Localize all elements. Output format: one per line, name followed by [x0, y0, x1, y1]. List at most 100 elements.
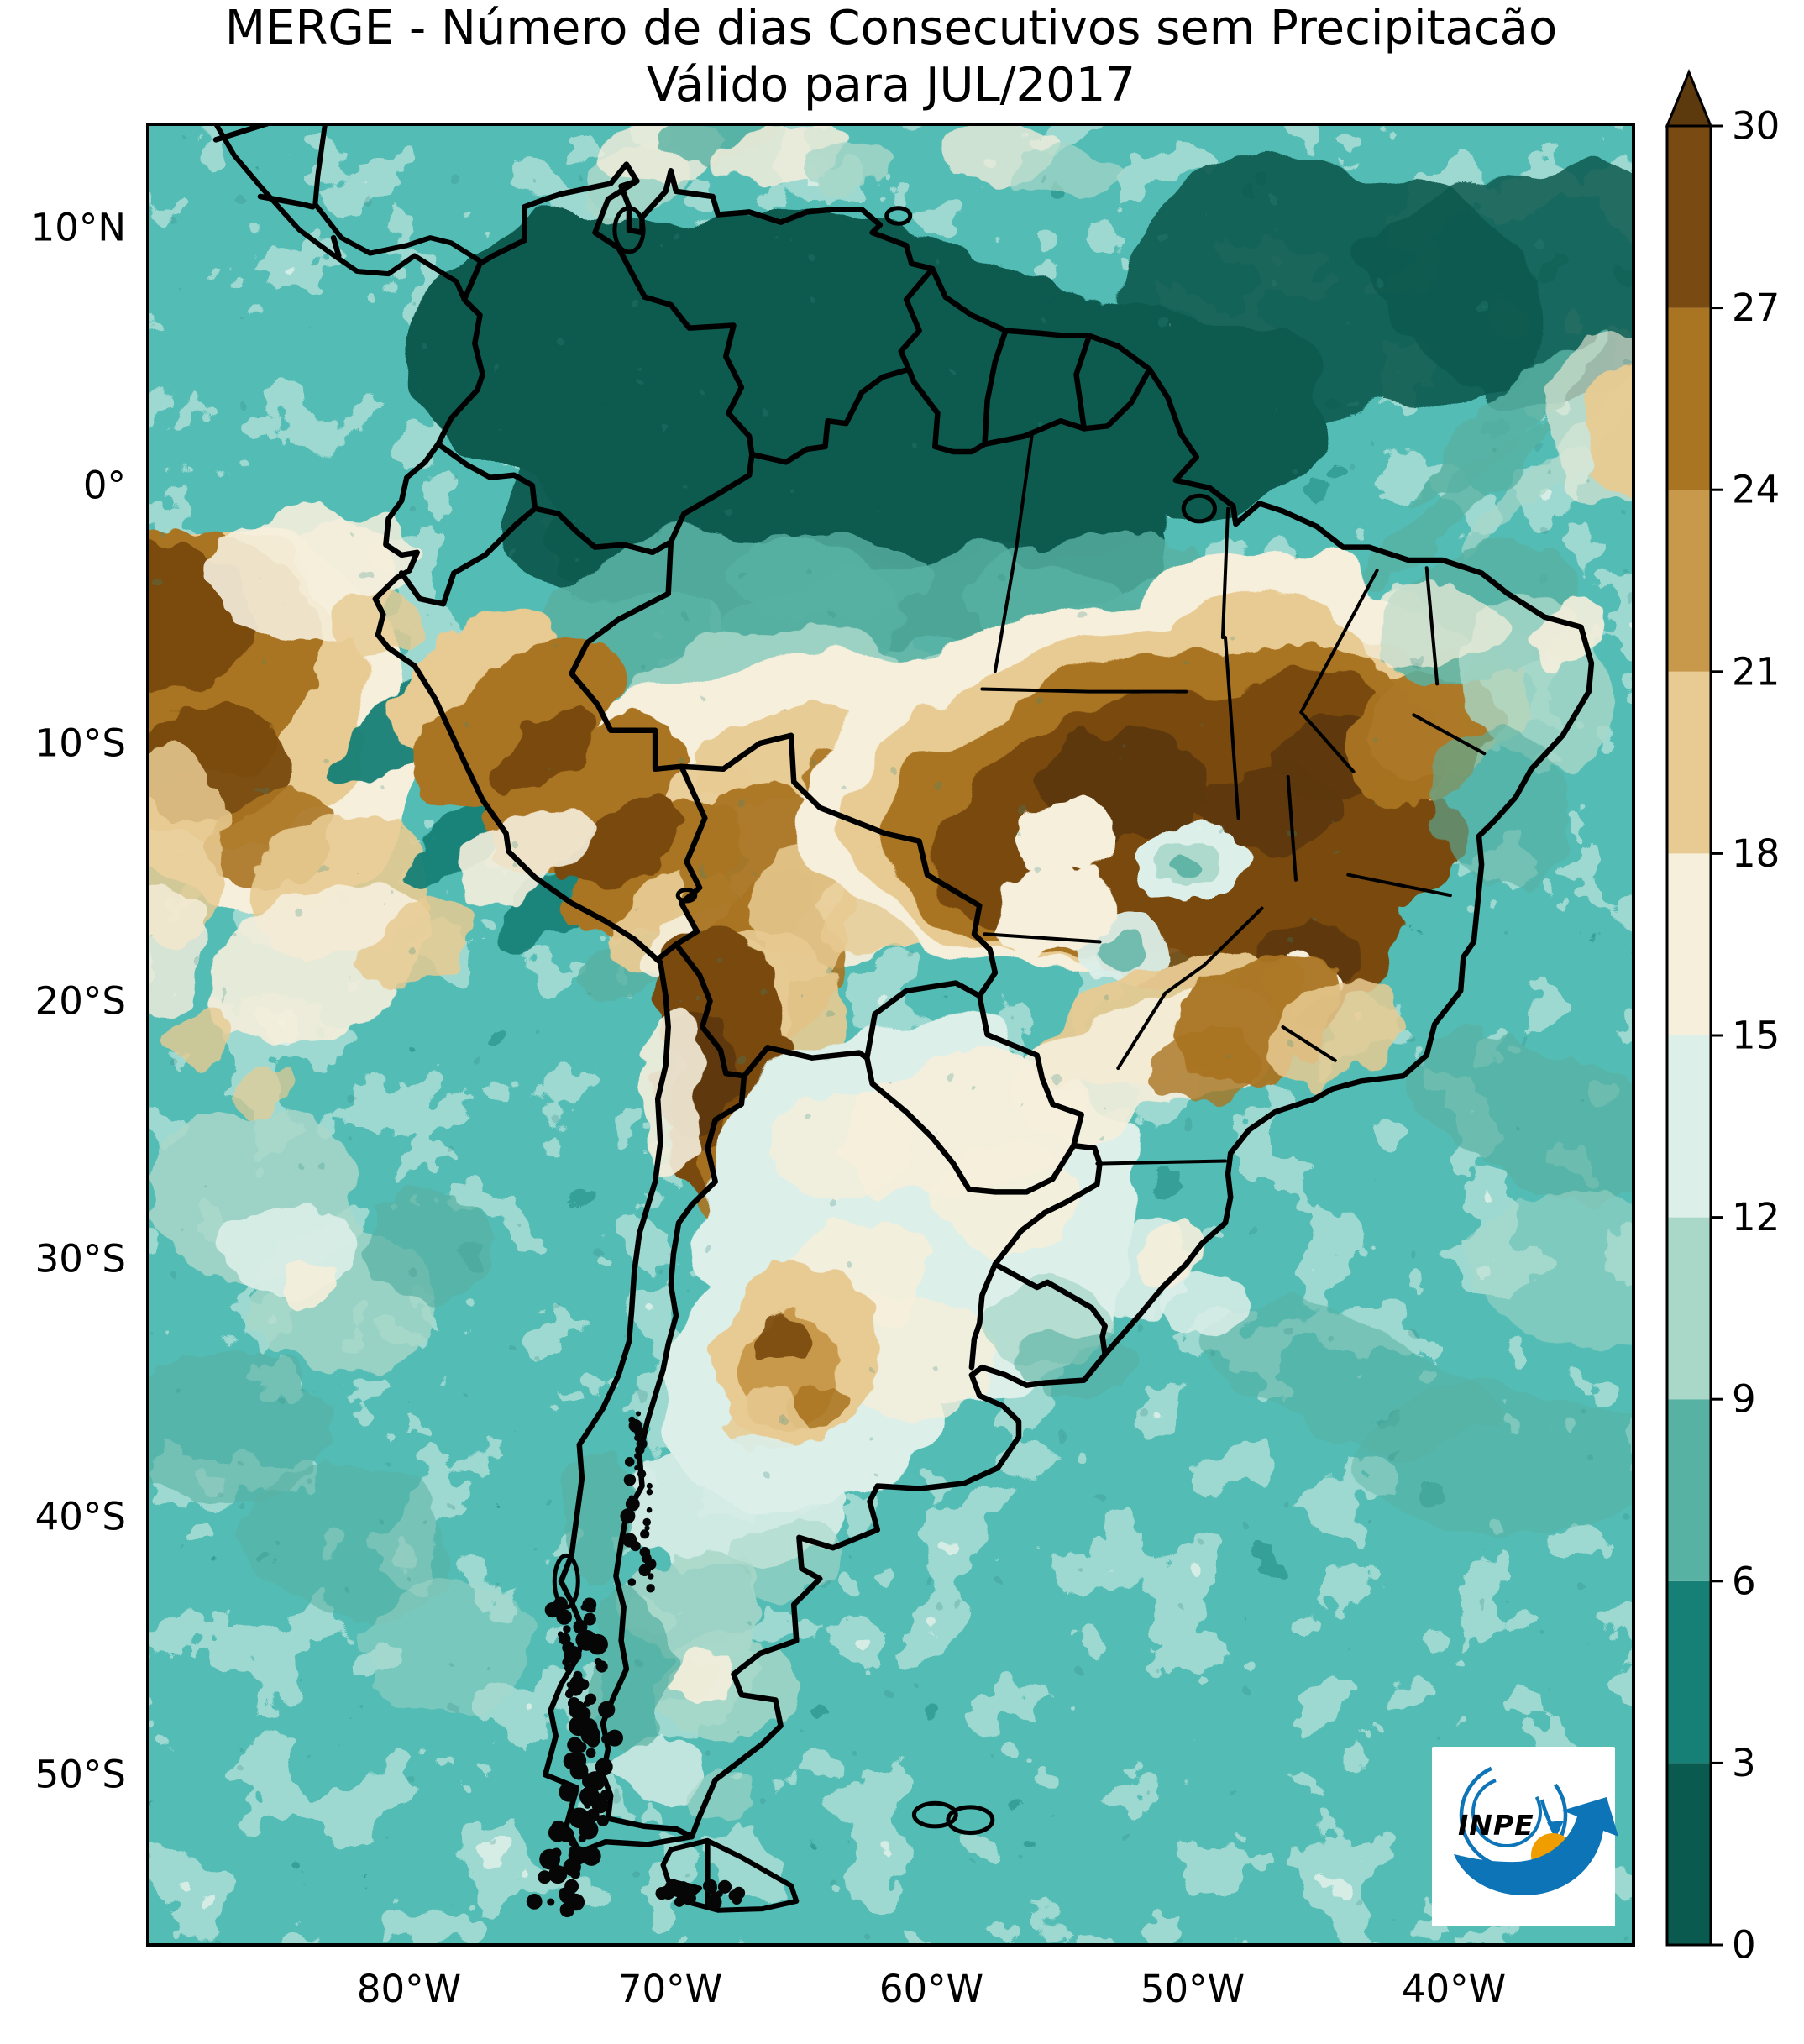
fjord-speck	[580, 1725, 600, 1745]
country-border	[992, 1209, 1048, 1267]
andes-speck	[636, 1411, 642, 1417]
fjord-speck	[585, 1748, 596, 1758]
fjord-speck	[569, 1743, 576, 1751]
tdf-speck	[674, 1897, 684, 1907]
state-border	[1281, 1025, 1337, 1062]
colorbar	[1667, 126, 1711, 1945]
fjord-speck	[598, 1701, 616, 1718]
fjord-speck	[583, 1612, 596, 1626]
coastline-central-america-caribbean	[312, 124, 483, 264]
state-border	[1424, 566, 1440, 686]
andes-speck	[625, 1496, 640, 1512]
colorbar-segment	[1667, 1763, 1711, 1945]
colorbar-segment	[1667, 1035, 1711, 1218]
country-border	[398, 506, 538, 607]
fjord-speck	[547, 1898, 555, 1906]
colorbar-segment	[1667, 1399, 1711, 1581]
lat-tick-label: 10°N	[31, 206, 126, 250]
country-border	[749, 366, 917, 465]
andes-speck	[647, 1573, 654, 1580]
inpe-logo: INPE	[1432, 1747, 1618, 1926]
fjord-speck	[581, 1846, 601, 1866]
lat-tick-label: 30°S	[35, 1237, 126, 1281]
colorbar-segment	[1667, 853, 1711, 1035]
andes-speck	[630, 1541, 641, 1552]
state-border	[1346, 873, 1452, 898]
colorbar-tick-label: 30	[1732, 104, 1780, 149]
andes-speck	[620, 1508, 636, 1524]
fjord-speck	[559, 1826, 574, 1842]
island-falkland-west	[911, 1800, 958, 1829]
andes-speck	[634, 1453, 641, 1460]
country-border	[673, 941, 747, 1079]
country-border	[257, 193, 316, 210]
fjord-speck	[559, 1782, 579, 1802]
colorbar-tick-label: 12	[1732, 1195, 1780, 1240]
fjords-and-andes-clutter	[526, 1411, 746, 1918]
fjord-speck	[579, 1820, 599, 1840]
lake-maracaibo	[612, 206, 646, 254]
andes-speck	[646, 1584, 655, 1593]
country-border	[668, 451, 755, 545]
coastline-central-america-pacific	[212, 124, 467, 302]
tdf-speck	[728, 1889, 741, 1902]
colorbar-tick-label: 0	[1732, 1923, 1756, 1968]
state-border	[1095, 1159, 1227, 1166]
country-border	[1073, 333, 1093, 432]
inpe-logo-inner-arrowhead	[1547, 1821, 1564, 1839]
country-border	[435, 441, 538, 511]
country-border	[977, 993, 1084, 1149]
map-canvas	[148, 124, 1634, 1945]
country-border	[330, 234, 342, 259]
lon-tick-label: 70°W	[618, 1967, 722, 2011]
island-trinidad	[884, 206, 913, 226]
country-border	[911, 379, 988, 455]
coastlines-and-borders	[212, 124, 1595, 1913]
andes-speck	[635, 1444, 645, 1455]
state-border	[1286, 775, 1298, 882]
fjord-speck	[526, 1894, 543, 1910]
country-border	[673, 763, 708, 947]
chart-title: MERGE - Número de dias Consecutivos sem …	[225, 1, 1557, 55]
lon-tick-label: 80°W	[357, 1967, 461, 2011]
fjord-speck	[539, 1848, 560, 1870]
fjord-speck	[582, 1773, 599, 1790]
tdf-speck	[655, 1887, 669, 1900]
country-border	[982, 328, 1009, 448]
tdf-speck	[717, 1879, 732, 1894]
fjord-speck	[596, 1815, 609, 1826]
country-border	[898, 265, 936, 385]
fjord-speck	[577, 1706, 591, 1721]
fjord-speck	[559, 1902, 575, 1918]
inpe-logo-orbit-inner	[1471, 1777, 1542, 1847]
andes-speck	[634, 1465, 640, 1471]
andes-speck	[646, 1482, 653, 1490]
fjord-speck	[568, 1837, 577, 1847]
tdf-speck	[682, 1891, 696, 1905]
coastline-tierra-del-fuego	[660, 1837, 800, 1913]
lat-tick-label: 20°S	[35, 979, 126, 1024]
fjord-speck	[567, 1687, 576, 1696]
lat-tick-label: 10°S	[35, 721, 126, 766]
coastline-south-america	[372, 161, 1595, 1855]
fjord-speck	[595, 1660, 608, 1673]
state-border	[1299, 710, 1356, 773]
fjord-speck	[585, 1693, 597, 1705]
colorbar-tick-label: 9	[1732, 1377, 1756, 1422]
state-border	[1224, 636, 1240, 820]
country-border	[1081, 366, 1152, 432]
andes-speck	[637, 1470, 647, 1479]
country-border	[569, 590, 684, 773]
andes-speck	[623, 1474, 637, 1486]
state-border	[1163, 906, 1264, 995]
lon-tick-label: 60°W	[879, 1967, 983, 2011]
fjord-speck	[569, 1868, 581, 1879]
fjord-speck	[563, 1625, 571, 1633]
speckle-overlay-light	[148, 124, 1634, 1945]
colorbar-extend-arrow	[1665, 69, 1713, 128]
state-border	[1220, 506, 1230, 640]
colorbar-tick-label: 27	[1732, 286, 1780, 330]
colorbar-tick-label: 6	[1732, 1559, 1756, 1603]
fjord-speck	[564, 1664, 573, 1673]
